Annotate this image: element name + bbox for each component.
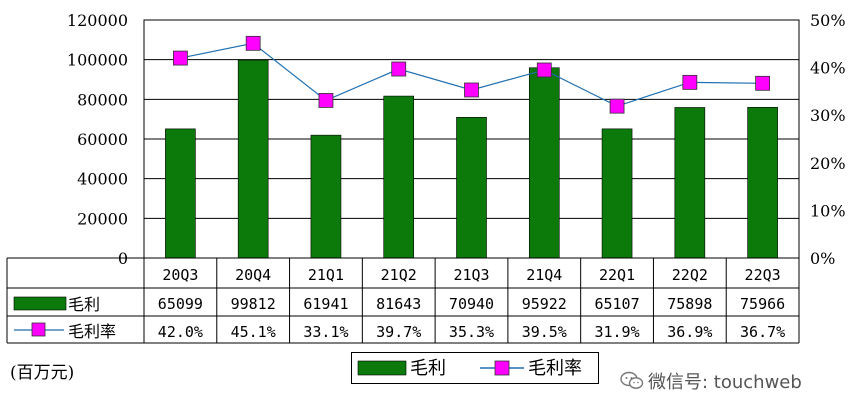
watermark: 微信号: touchweb (620, 368, 802, 394)
bar-gross-profit (528, 67, 560, 259)
right-axis-tick-label: 20% (810, 154, 846, 173)
left-axis-tick-label: 100000 (67, 51, 128, 70)
left-axis-tick-label: 60000 (77, 130, 128, 149)
table-value-gross-margin: 36.9% (667, 323, 712, 341)
table-series-label-gross-margin: 毛利率 (68, 322, 116, 341)
watermark-text: 微信号: touchweb (648, 372, 802, 393)
marker-gross-margin (172, 50, 188, 66)
table-value-gross-margin: 39.5% (522, 323, 567, 341)
table-value-gross-profit: 61941 (303, 295, 348, 313)
wechat-icon (620, 371, 644, 389)
bar-gross-profit (674, 107, 706, 259)
table-value-gross-profit: 81643 (376, 295, 421, 313)
table-marker-swatch (31, 322, 46, 337)
table-value-gross-profit: 75966 (740, 295, 785, 313)
legend-marker-swatch (494, 360, 510, 376)
right-axis-tick-label: 40% (810, 59, 846, 78)
table-value-gross-margin: 35.3% (449, 323, 494, 341)
legend-swatches: 毛利 毛利率 (357, 358, 582, 379)
bar-gross-profit (456, 117, 487, 259)
category-label: 21Q1 (308, 266, 344, 284)
table-value-gross-margin: 42.0% (158, 323, 203, 341)
table-value-gross-margin: 36.7% (740, 323, 785, 341)
table-value-gross-profit: 75898 (667, 295, 712, 313)
table-value-gross-margin: 45.1% (231, 323, 276, 341)
right-axis-tick-label: 30% (810, 106, 846, 125)
table-value-gross-margin: 31.9% (594, 323, 639, 341)
right-axis-tick-label: 50% (810, 11, 846, 30)
table-value-gross-profit: 70940 (449, 295, 494, 313)
legend-bar-label: 毛利 (410, 358, 446, 379)
table-value-gross-profit: 65107 (594, 295, 639, 313)
table-series-label-gross-profit: 毛利 (68, 295, 100, 314)
bar-gross-profit (310, 134, 342, 259)
left-axis-tick-label: 40000 (77, 170, 128, 189)
marker-gross-margin (755, 75, 771, 91)
table-bar-swatch (13, 296, 67, 311)
right-axis-tick-label: 0% (810, 249, 835, 268)
bar-gross-profit (165, 128, 196, 259)
category-label: 20Q3 (162, 266, 198, 284)
category-label: 21Q4 (526, 266, 562, 284)
left-axis-tick-label: 80000 (77, 90, 128, 109)
marker-gross-margin (318, 93, 334, 108)
bar-gross-profit (601, 128, 633, 259)
category-label: 22Q2 (672, 266, 708, 284)
table-value-gross-margin: 39.7% (376, 323, 421, 341)
category-label: 21Q3 (453, 266, 489, 284)
bar-gross-profit (747, 107, 778, 259)
table-value-gross-margin: 33.1% (303, 323, 348, 341)
category-label: 20Q4 (235, 266, 271, 284)
marker-gross-margin (682, 74, 698, 90)
category-label: 22Q3 (745, 266, 781, 284)
marker-gross-margin (245, 35, 261, 51)
legend-bar-swatch (357, 360, 407, 376)
legend-line-label: 毛利率 (528, 358, 582, 379)
marker-gross-margin (464, 82, 479, 98)
marker-gross-margin (391, 61, 407, 77)
table-value-gross-profit: 65099 (158, 295, 203, 313)
bar-gross-profit (237, 59, 269, 259)
chart-legend: 毛利 毛利率 (351, 352, 599, 384)
unit-label: (百万元) (10, 363, 75, 383)
marker-gross-margin (536, 62, 552, 78)
left-axis-tick-label: 120000 (67, 11, 128, 30)
table-value-gross-profit: 95922 (522, 295, 567, 313)
bar-gross-profit (383, 95, 415, 259)
right-axis-tick-label: 10% (810, 201, 846, 220)
table-value-gross-profit: 99812 (231, 295, 276, 313)
category-label: 22Q1 (599, 266, 635, 284)
left-axis-tick-label: 20000 (77, 209, 128, 228)
category-label: 21Q2 (381, 266, 417, 284)
marker-gross-margin (609, 98, 625, 114)
